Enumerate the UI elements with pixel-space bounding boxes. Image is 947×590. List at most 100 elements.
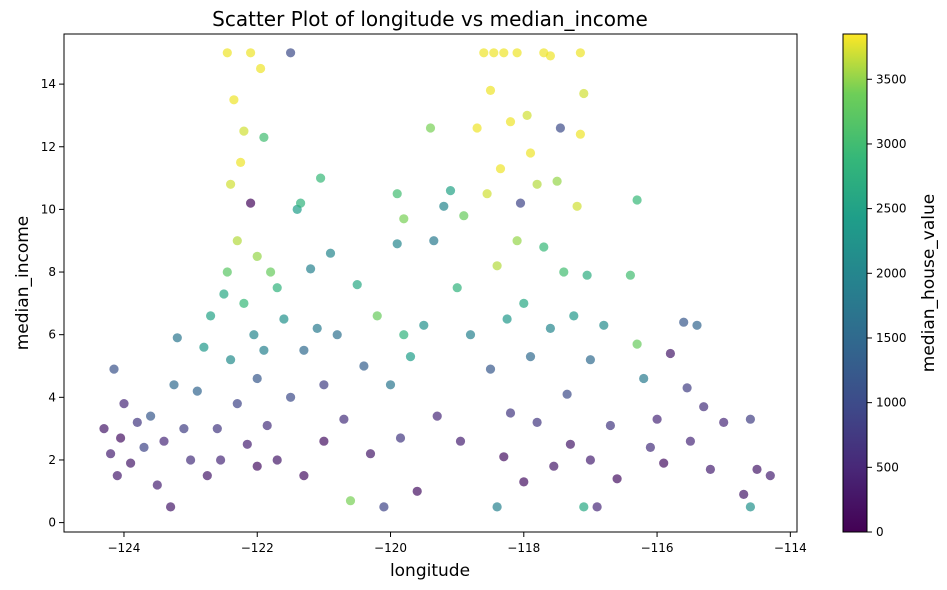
data-point [106,449,116,459]
data-point [745,414,756,424]
data-point [632,339,642,349]
data-point [515,198,526,208]
data-point [432,411,442,421]
data-point [266,267,276,277]
data-point [249,330,259,340]
x-axis: −124 −122 −120 −118 −116 −114 [107,532,807,555]
data-point [565,439,576,449]
data-point [392,189,402,199]
data-point [246,48,256,58]
data-point [455,436,466,446]
data-point [286,48,296,58]
data-point [562,389,572,399]
x-axis-label: longitude [390,561,470,581]
data-point [625,270,636,280]
data-point [229,95,239,105]
data-point [519,298,529,308]
data-point [306,264,316,274]
data-point [399,214,409,224]
data-point [372,311,382,321]
data-point [492,502,502,512]
data-point [659,458,669,468]
data-point [232,236,242,246]
data-point [522,110,532,120]
data-point [345,496,356,506]
data-point [559,267,569,277]
data-point [272,455,282,465]
data-point [365,449,376,459]
data-point [112,471,122,481]
data-point [279,314,289,324]
colorbar-axis: 0 500 1000 1500 2000 2500 3000 3500 [867,72,907,539]
data-point [745,502,756,512]
data-point [579,502,589,512]
data-point [226,355,236,365]
data-point [299,471,309,481]
data-point [419,320,429,330]
data-point [699,402,709,412]
data-point [242,439,252,449]
data-point [605,420,616,431]
x-tick-label: −120 [374,541,407,555]
data-point [109,364,119,374]
data-point [519,477,529,487]
data-point [425,123,436,133]
x-tick-label: −116 [641,541,674,555]
data-point [575,48,586,58]
data-point [499,48,509,58]
data-point [116,433,126,443]
data-point [166,502,176,512]
data-point [339,414,349,424]
colorbar-label: median_house_value [919,194,939,372]
colorbar-tick-label: 2500 [876,202,907,216]
data-point [216,455,226,465]
data-point [525,352,536,362]
y-tick-label: 6 [48,328,56,342]
colorbar-tick-label: 2000 [876,266,907,280]
x-tick-label: −118 [507,541,540,555]
data-point [239,298,249,308]
y-tick-label: 14 [41,77,56,91]
data-point [485,364,496,374]
data-point [232,399,242,409]
data-point [186,455,196,465]
colorbar-tick-label: 3500 [876,72,907,86]
data-point [312,323,322,333]
data-point [592,502,602,512]
data-point [585,455,596,465]
data-point [399,330,409,340]
data-point [259,345,269,355]
data-point [572,201,582,211]
data-point [219,289,229,299]
data-point [222,267,232,277]
data-point [395,433,406,443]
data-point [385,380,396,390]
data-point [485,85,496,95]
data-point [525,148,536,158]
data-point [226,179,236,189]
data-point [429,236,439,246]
data-point [582,270,592,280]
data-point [296,198,306,208]
data-point [252,373,262,384]
data-point [159,436,169,446]
chart-title: Scatter Plot of longitude vs median_inco… [212,7,648,31]
data-point [499,452,509,462]
data-point [685,436,696,446]
data-point [452,283,462,293]
data-point [682,383,692,393]
colorbar [842,33,868,533]
data-point [705,464,716,474]
data-point [612,474,622,484]
data-point [539,242,549,252]
y-tick-label: 2 [48,453,56,467]
data-point [319,436,329,446]
colorbar-tick-label: 1500 [876,331,907,345]
data-point [325,248,336,258]
data-point [256,63,266,74]
data-point [126,458,136,468]
data-point [459,211,469,221]
data-point [222,48,232,58]
x-tick-label: −114 [774,541,807,555]
